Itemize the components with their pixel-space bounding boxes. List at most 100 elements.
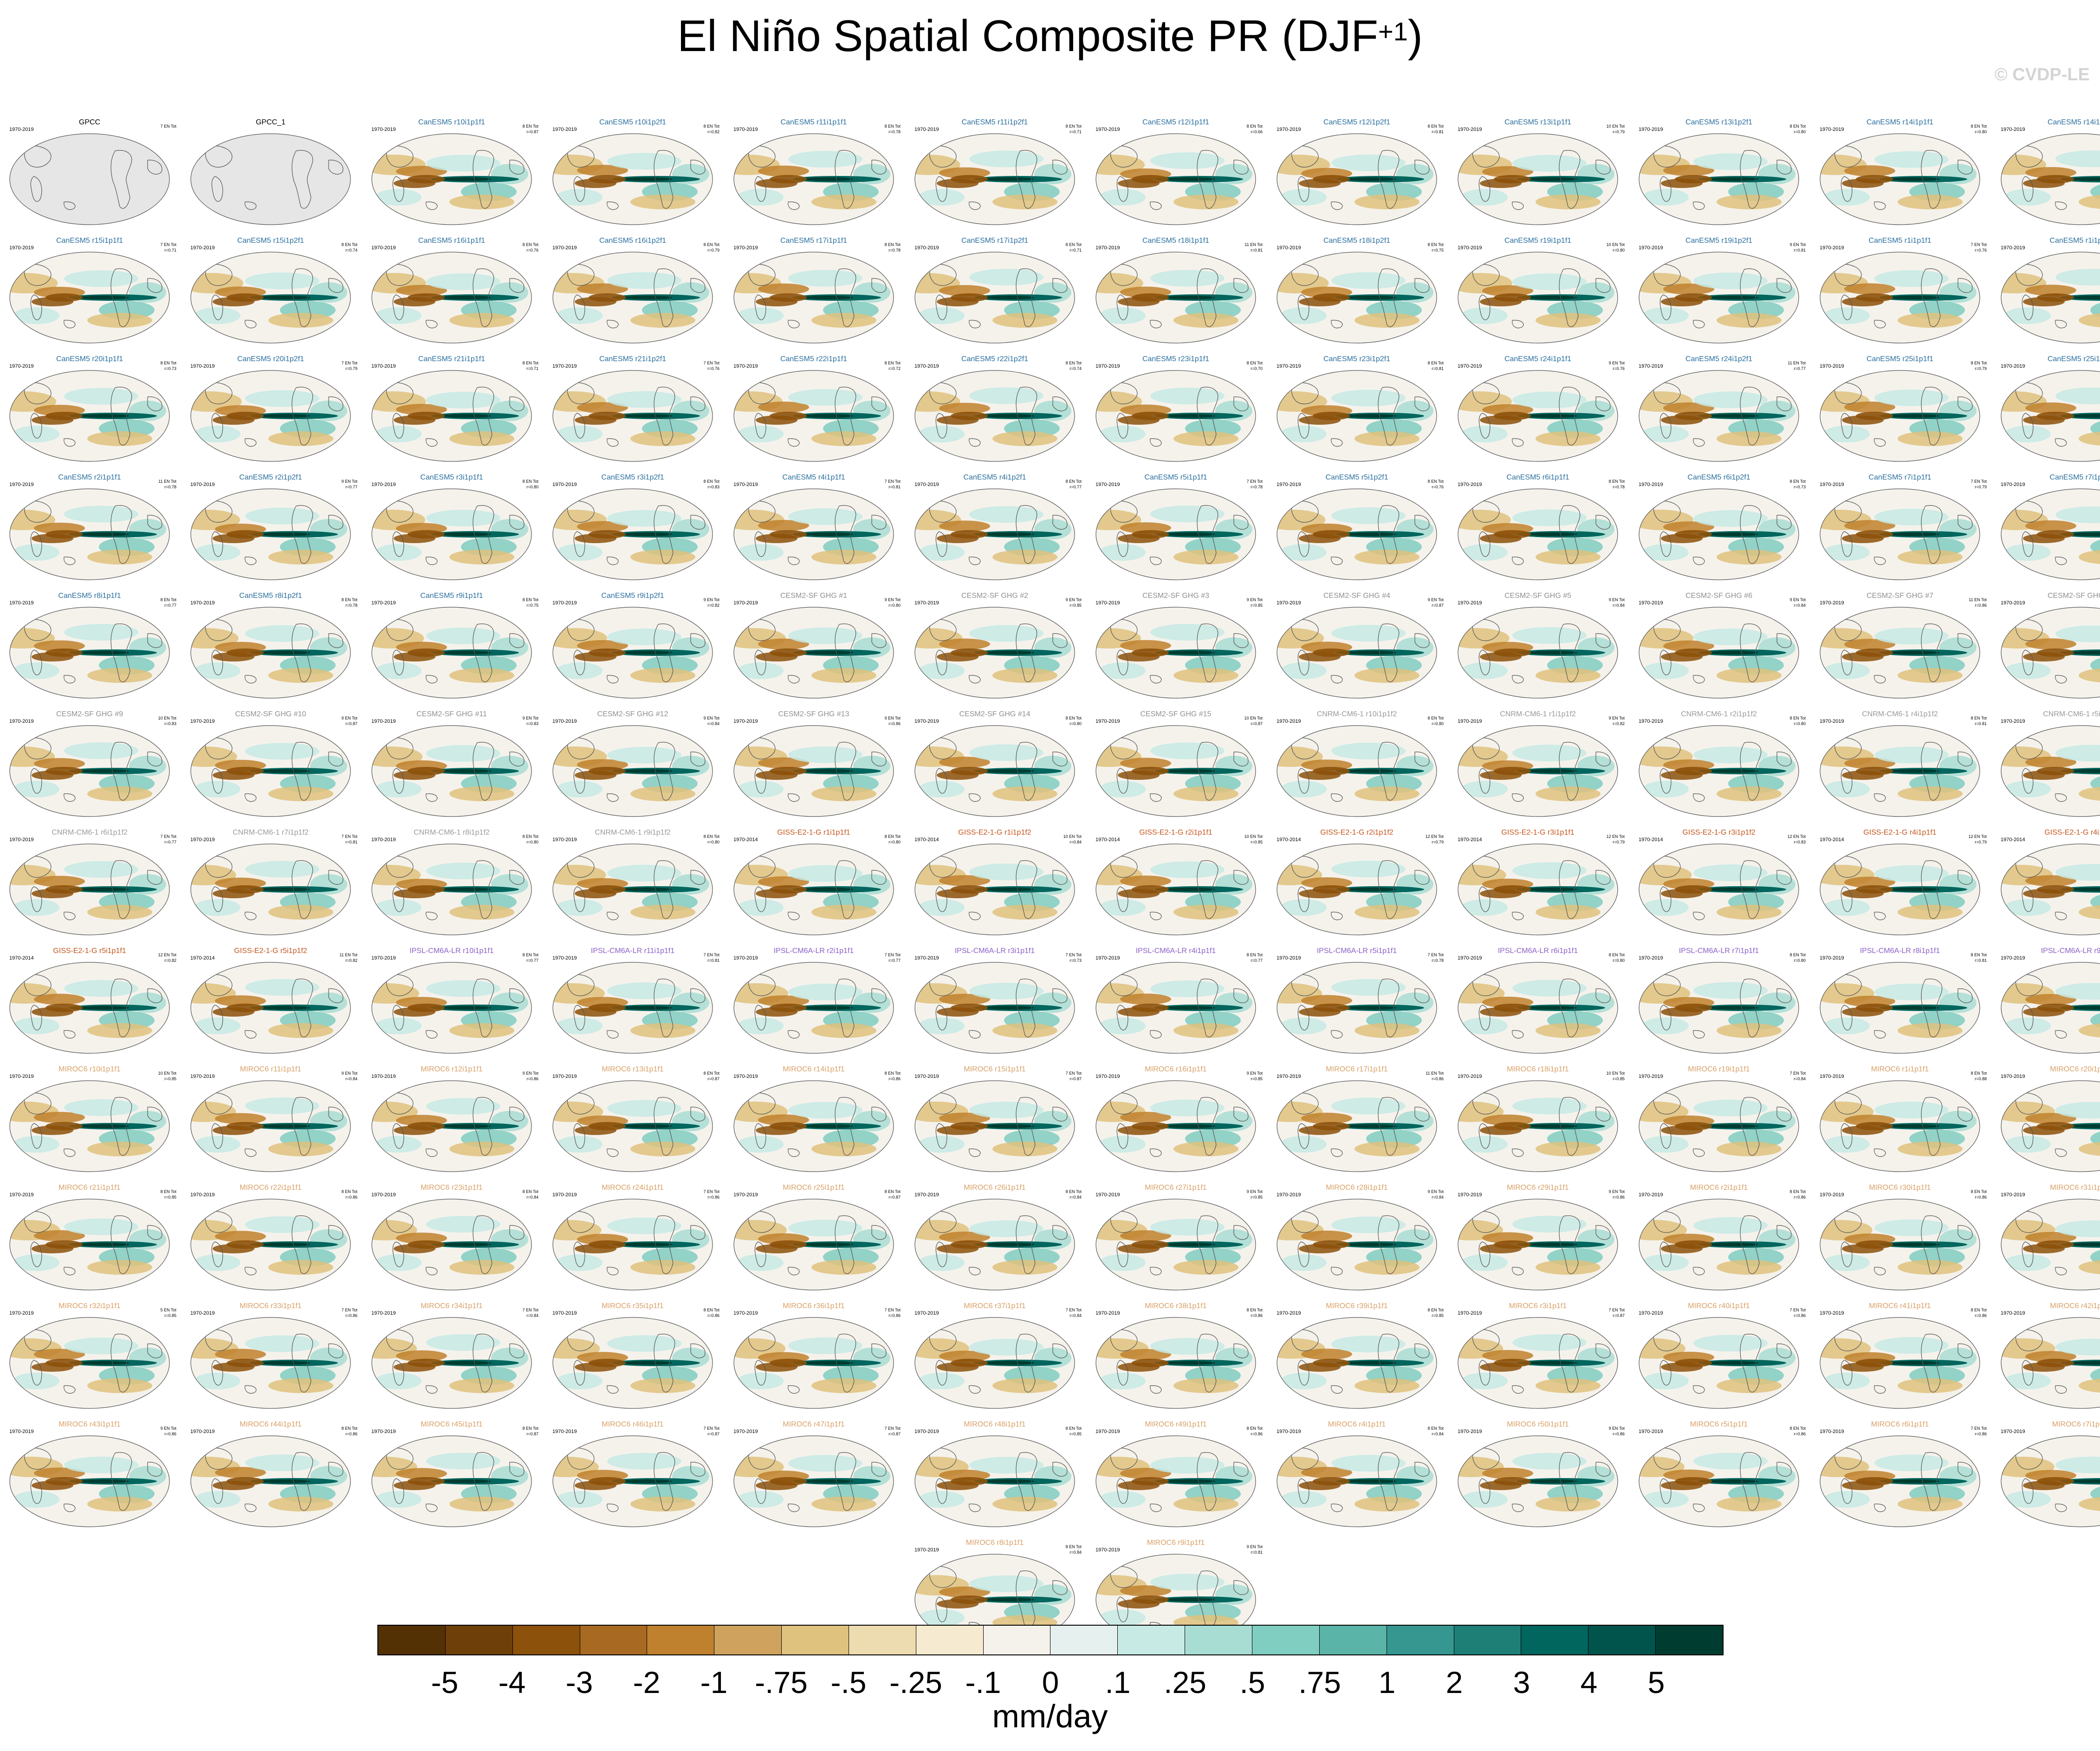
- panel-years: 1970-2019: [2001, 482, 2025, 487]
- panel-event-count: 8 EN Tot: [522, 597, 538, 602]
- title-main: El Niño Spatial Composite PR (DJF: [677, 11, 1378, 61]
- globe-map: [914, 1435, 1075, 1527]
- panel-years: 1970-2019: [9, 1074, 34, 1079]
- map-panel: CanESM5 r25i1p1f1 1970-2019 8 EN Tot r=0.79: [1813, 355, 1987, 465]
- globe-map: [552, 843, 713, 935]
- globe-map: [1639, 962, 1799, 1054]
- globe-map: [1095, 133, 1256, 225]
- panel-pattern-correlation: r=0.83: [164, 721, 176, 726]
- globe-map: [1277, 607, 1437, 699]
- map-panel: MIROC6 r15i1p1f1 1970-2019 7 EN Tot r=0.87: [908, 1065, 1082, 1175]
- map-panel: MIROC6 r21i1p1f1 1970-2019 8 EN Tot r=0.85: [3, 1184, 176, 1293]
- globe-map: [552, 725, 713, 817]
- panel-years: 1970-2019: [1095, 482, 1120, 487]
- globe-map: [2001, 1435, 2100, 1527]
- panel-years: 1970-2019: [2001, 955, 2025, 961]
- panel-years: 1970-2019: [914, 482, 939, 487]
- globe-map: [190, 962, 351, 1054]
- panel-years: 1970-2019: [733, 719, 758, 724]
- map-panel: MIROC6 r30i1p1f1 1970-2019 8 EN Tot r=0.86: [1813, 1184, 1987, 1293]
- panel-years: 1970-2019: [2001, 1429, 2025, 1434]
- map-panel: GISS-E2-1-G r3i1p1f1 1970-2014 12 EN Tot r=…: [1451, 829, 1625, 938]
- map-panel: MIROC6 r36i1p1f1 1970-2019 7 EN Tot r=0.86: [727, 1302, 901, 1412]
- panel-title: MIROC6 r9i1p1f1: [1147, 1539, 1205, 1547]
- panel-event-count: 8 EN Tot: [884, 361, 901, 365]
- panel-event-count: 7 EN Tot: [884, 1426, 901, 1431]
- panel-event-count: 8 EN Tot: [1970, 1308, 1987, 1312]
- panel-title: MIROC6 r15i1p1f1: [964, 1065, 1026, 1073]
- panel-event-count: 7 EN Tot: [884, 1308, 901, 1312]
- map-panel: CanESM5 r10i1p2f1 1970-2019 8 EN Tot r=0.82: [546, 118, 719, 228]
- map-panel: MIROC6 r34i1p1f1 1970-2019 7 EN Tot r=0.84: [365, 1302, 538, 1412]
- map-panel: CESM2-SF GHG #9 1970-2019 10 EN Tot r=0.83: [3, 710, 176, 820]
- panel-years: 1970-2019: [733, 1192, 758, 1198]
- colorbar-swatch: [1319, 1626, 1387, 1654]
- panel-title: MIROC6 r35i1p1f1: [602, 1302, 664, 1310]
- panel-pattern-correlation: r=0.78: [888, 130, 901, 134]
- panel-years: 1970-2019: [552, 600, 577, 606]
- globe-map: [914, 488, 1075, 580]
- map-panel: CanESM5 r15i1p1f1 1970-2019 7 EN Tot r=0.71: [3, 237, 176, 346]
- panel-title: IPSL-CM6A-LR r8i1p1f1: [1860, 947, 1940, 955]
- map-panel: MIROC6 r47i1p1f1 1970-2019 7 EN Tot r=0.87: [727, 1420, 901, 1530]
- globe-map: [2001, 607, 2100, 699]
- panel-title: CanESM5 r8i1p1f1: [58, 592, 121, 600]
- panel-pattern-correlation: r=0.81: [1251, 248, 1263, 253]
- panel-pattern-correlation: r=0.80: [888, 603, 901, 608]
- colorbar-swatch: [782, 1626, 849, 1654]
- globe-map: [1458, 1317, 1618, 1409]
- panel-event-count: 8 EN Tot: [1789, 716, 1806, 720]
- panel-event-count: 9 EN Tot: [1608, 716, 1625, 720]
- panel-pattern-correlation: r=0.78: [164, 485, 176, 489]
- panel-pattern-correlation: r=0.71: [1069, 248, 1082, 253]
- globe-map: [1639, 1435, 1799, 1527]
- panel-pattern-correlation: r=0.84: [526, 1313, 538, 1318]
- panel-title: CESM2-SF GHG #7: [1866, 592, 1934, 600]
- map-panel: IPSL-CM6A-LR r10i1p1f1 1970-2019 8 EN Tot r…: [365, 947, 538, 1057]
- map-panel: CanESM5 r21i1p1f1 1970-2019 8 EN Tot r=0.71: [365, 355, 538, 465]
- panel-pattern-correlation: r=0.84: [1432, 1432, 1444, 1436]
- panel-pattern-correlation: r=0.78: [888, 248, 901, 253]
- panel-title: CanESM5 r23i1p1f1: [1142, 355, 1210, 363]
- globe-map: [371, 1317, 532, 1409]
- panel-title: MIROC6 r26i1p1f1: [964, 1184, 1026, 1192]
- globe-map: [552, 1435, 713, 1527]
- panel-title: CESM2-SF GHG #3: [1142, 592, 1210, 600]
- panel-event-count: 7 EN Tot: [1608, 1308, 1625, 1312]
- panel-title: MIROC6 r21i1p1f1: [58, 1184, 121, 1192]
- panel-title: GPCC: [78, 118, 101, 126]
- panel-event-count: 9 EN Tot: [703, 597, 719, 602]
- panel-title: GISS-E2-1-G r4i1p1f2: [2044, 829, 2100, 837]
- colorbar-swatch: [849, 1626, 916, 1654]
- panel-years: 1970-2019: [9, 482, 34, 487]
- panel-pattern-correlation: r=0.77: [345, 485, 357, 489]
- panel-years: 1970-2019: [1820, 1310, 1844, 1316]
- panel-title: CESM2-SF GHG #11: [416, 710, 487, 718]
- panel-event-count: 8 EN Tot: [884, 1189, 901, 1194]
- panel-title: CanESM5 r23i1p2f1: [1323, 355, 1391, 363]
- globe-map: [371, 1199, 532, 1291]
- panel-title: IPSL-CM6A-LR r6i1p1f1: [1497, 947, 1578, 955]
- map-panel: MIROC6 r11i1p1f1 1970-2019 9 EN Tot r=0.84: [184, 1065, 357, 1175]
- panel-years: 1970-2019: [1095, 363, 1120, 369]
- panel-years: 1970-2019: [552, 127, 577, 132]
- panel-title: MIROC6 r37i1p1f1: [964, 1302, 1026, 1310]
- panel-years: 1970-2019: [552, 1429, 577, 1434]
- panel-event-count: 7 EN Tot: [1970, 1426, 1987, 1431]
- map-panel: IPSL-CM6A-LR r7i1p1f1 1970-2019 8 EN Tot r=…: [1632, 947, 1806, 1057]
- panel-title: CNRM-CM6-1 r9i1p1f2: [595, 829, 671, 837]
- panel-title: GISS-E2-1-G r3i1p1f1: [1501, 829, 1575, 837]
- panel-pattern-correlation: r=0.83: [1794, 840, 1806, 844]
- panel-years: 1970-2019: [1277, 127, 1301, 132]
- panel-title: CanESM5 r17i1p1f1: [780, 237, 848, 245]
- panel-years: 1970-2019: [733, 482, 758, 487]
- map-panel: CanESM5 r16i1p2f1 1970-2019 8 EN Tot r=0.79: [546, 237, 719, 346]
- panel-title: MIROC6 r24i1p1f1: [602, 1184, 664, 1192]
- panel-pattern-correlation: r=0.77: [526, 958, 538, 963]
- globe-map: [733, 488, 894, 580]
- globe-map: [1277, 1317, 1437, 1409]
- globe-map: [733, 1199, 894, 1291]
- panel-event-count: 10 EN Tot: [1063, 834, 1082, 839]
